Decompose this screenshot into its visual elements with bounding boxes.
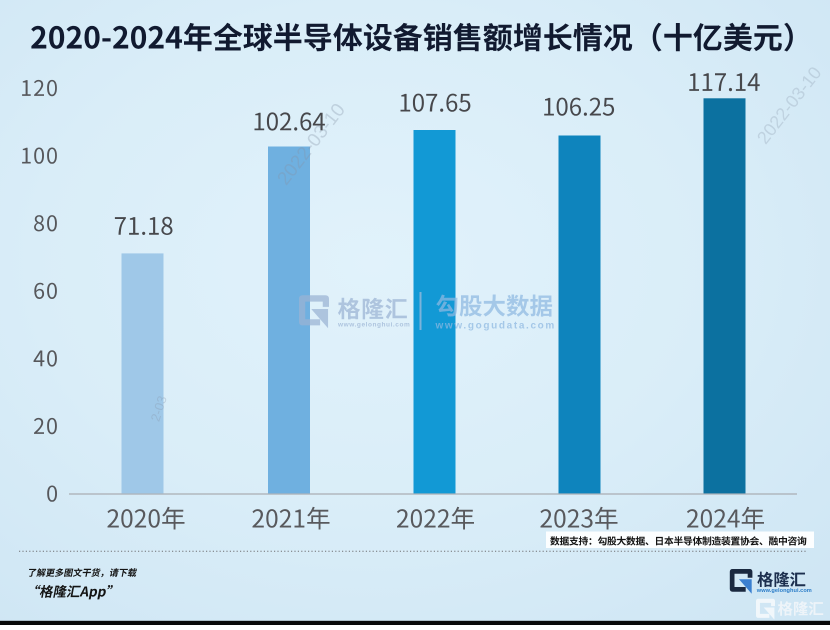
svg-text:www.gogudata.com: www.gogudata.com xyxy=(435,321,556,332)
svg-text:www.gelonghui.com: www.gelonghui.com xyxy=(756,588,812,594)
svg-text:www.gelonghui.com: www.gelonghui.com xyxy=(337,322,410,329)
